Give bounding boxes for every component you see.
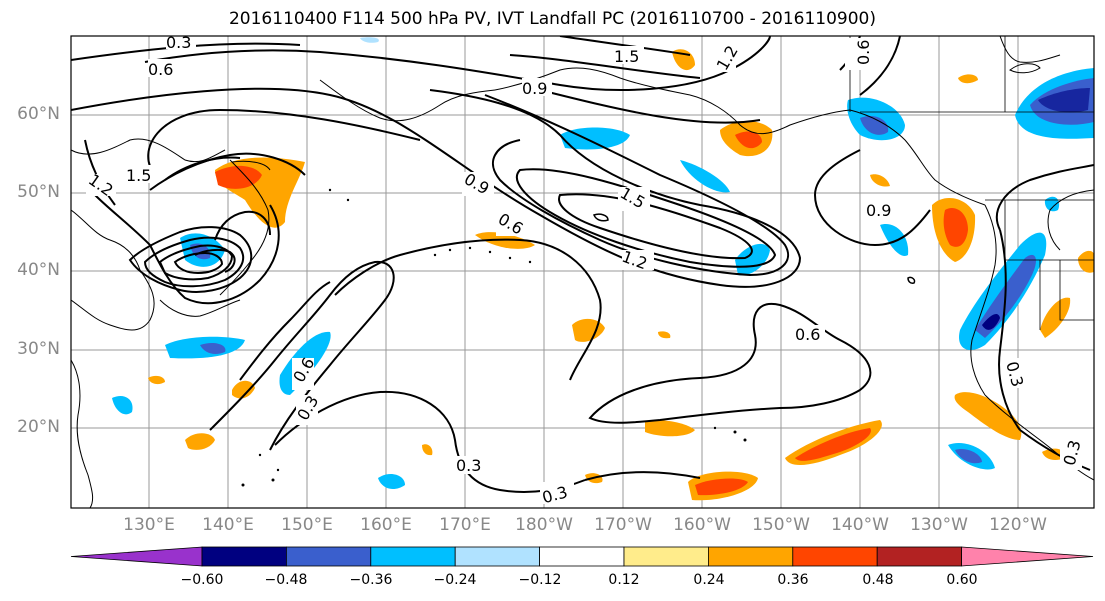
colorbar-segment: [876, 546, 963, 567]
colorbar-segment: [370, 546, 456, 567]
lon-label: 150°W: [752, 515, 810, 535]
contour-label: 0.3: [456, 456, 481, 475]
contour-label: 0.9: [866, 201, 891, 220]
colorbar-tick-label: −0.48: [264, 572, 308, 588]
lon-label: 160°E: [360, 515, 412, 535]
lat-label: 60°N: [17, 104, 60, 124]
colorbar-tick-label: 0.12: [608, 572, 640, 588]
map-frame: [70, 35, 1095, 509]
colorbar-segment: [708, 546, 794, 567]
islands: [241, 188, 747, 487]
contour-label: 0.6: [854, 40, 873, 65]
colorbar-tick-label: 0.60: [946, 572, 978, 588]
lon-label: 170°E: [439, 515, 491, 535]
pv-small-contours: [593, 213, 916, 284]
lon-label: 140°W: [831, 515, 889, 535]
lat-label: 30°N: [17, 339, 60, 359]
contour-label: 0.6: [148, 60, 173, 79]
colorbar-tick-label: −0.36: [349, 572, 393, 588]
lat-label: 20°N: [17, 417, 60, 437]
colorbar-tick-label: 0.48: [862, 572, 894, 588]
colorbar-segment: [70, 546, 203, 567]
lon-label: 130°W: [910, 515, 968, 535]
colorbar-tick-label: −0.12: [518, 572, 562, 588]
lat-label: 50°N: [17, 182, 60, 202]
lon-label: 160°W: [673, 515, 731, 535]
colorbar-segment: [201, 546, 287, 567]
map-area: [71, 36, 1094, 508]
contour-label: 0.9: [522, 79, 547, 98]
colorbar-segment: [623, 546, 709, 567]
colorbar-segment: [285, 546, 372, 567]
lon-label: 170°W: [594, 515, 652, 535]
contour-label: 1.5: [614, 47, 639, 66]
colorbar-tick-label: 0.36: [777, 572, 809, 588]
contour-label: 1.5: [126, 166, 151, 185]
colorbar-segment: [539, 546, 625, 567]
colorbar-tick-label: 0.24: [693, 572, 725, 588]
lon-label: 180°W: [515, 515, 573, 535]
colorbar: [70, 546, 1094, 567]
contour-label: 0.3: [166, 33, 191, 52]
colorbar-segment: [792, 546, 878, 567]
lon-label: 130°E: [123, 515, 175, 535]
contour-labels: 0.3 0.6 1.5 1.2 0.9 0.6 1.5 1.2 0.9 1.5 …: [85, 33, 1085, 507]
lat-label: 40°N: [17, 260, 60, 280]
plot-title: 2016110400 F114 500 hPa PV, IVT Landfall…: [228, 9, 876, 29]
lon-label: 150°E: [281, 515, 333, 535]
colorbar-segment: [454, 546, 541, 567]
lon-label: 120°W: [989, 515, 1047, 535]
colorbar-tick-label: −0.24: [433, 572, 477, 588]
contour-label: 0.6: [795, 325, 820, 344]
colorbar-segment: [961, 546, 1094, 567]
lon-label: 140°E: [202, 515, 254, 535]
colorbar-tick-label: −0.60: [180, 572, 224, 588]
